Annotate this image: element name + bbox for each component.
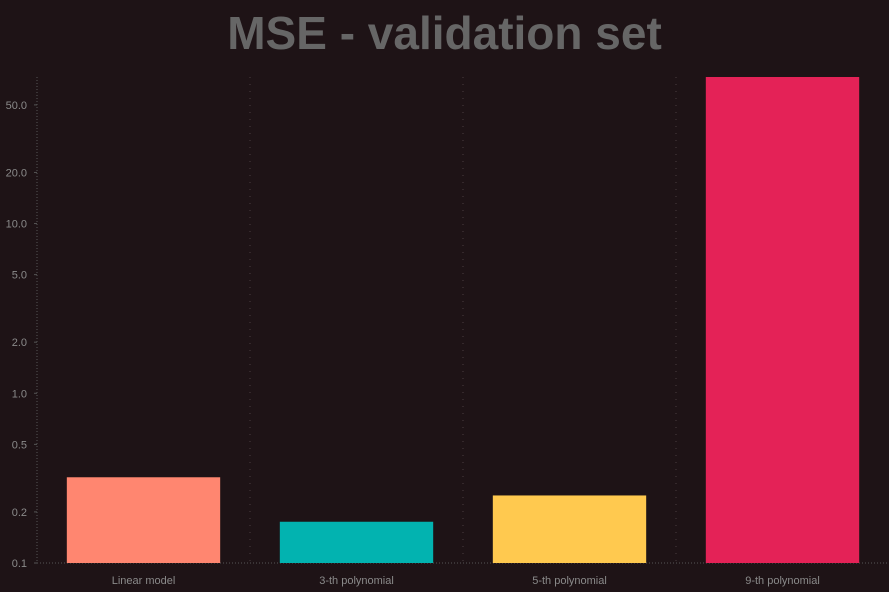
bar [279,521,434,563]
x-tick-label: 3-th polynomial [319,575,394,587]
y-tick-label: 0.1 [12,558,27,570]
y-tick-label: 2.0 [12,337,27,349]
y-tick-label: 20.0 [6,167,27,179]
chart-title: MSE - validation set [227,7,662,59]
x-tick-label: 5-th polynomial [532,575,607,587]
y-tick-label: 1.0 [12,388,27,400]
x-tick-label: 9-th polynomial [745,575,820,587]
bar [705,77,860,563]
y-tick-label: 10.0 [6,219,27,231]
bar [492,495,647,563]
y-tick-label: 50.0 [6,100,27,112]
y-tick-label: 0.5 [12,439,27,451]
y-tick-label: 0.2 [12,507,27,519]
x-tick-label: Linear model [112,575,176,587]
bar [66,477,221,563]
y-tick-label: 5.0 [12,270,27,282]
